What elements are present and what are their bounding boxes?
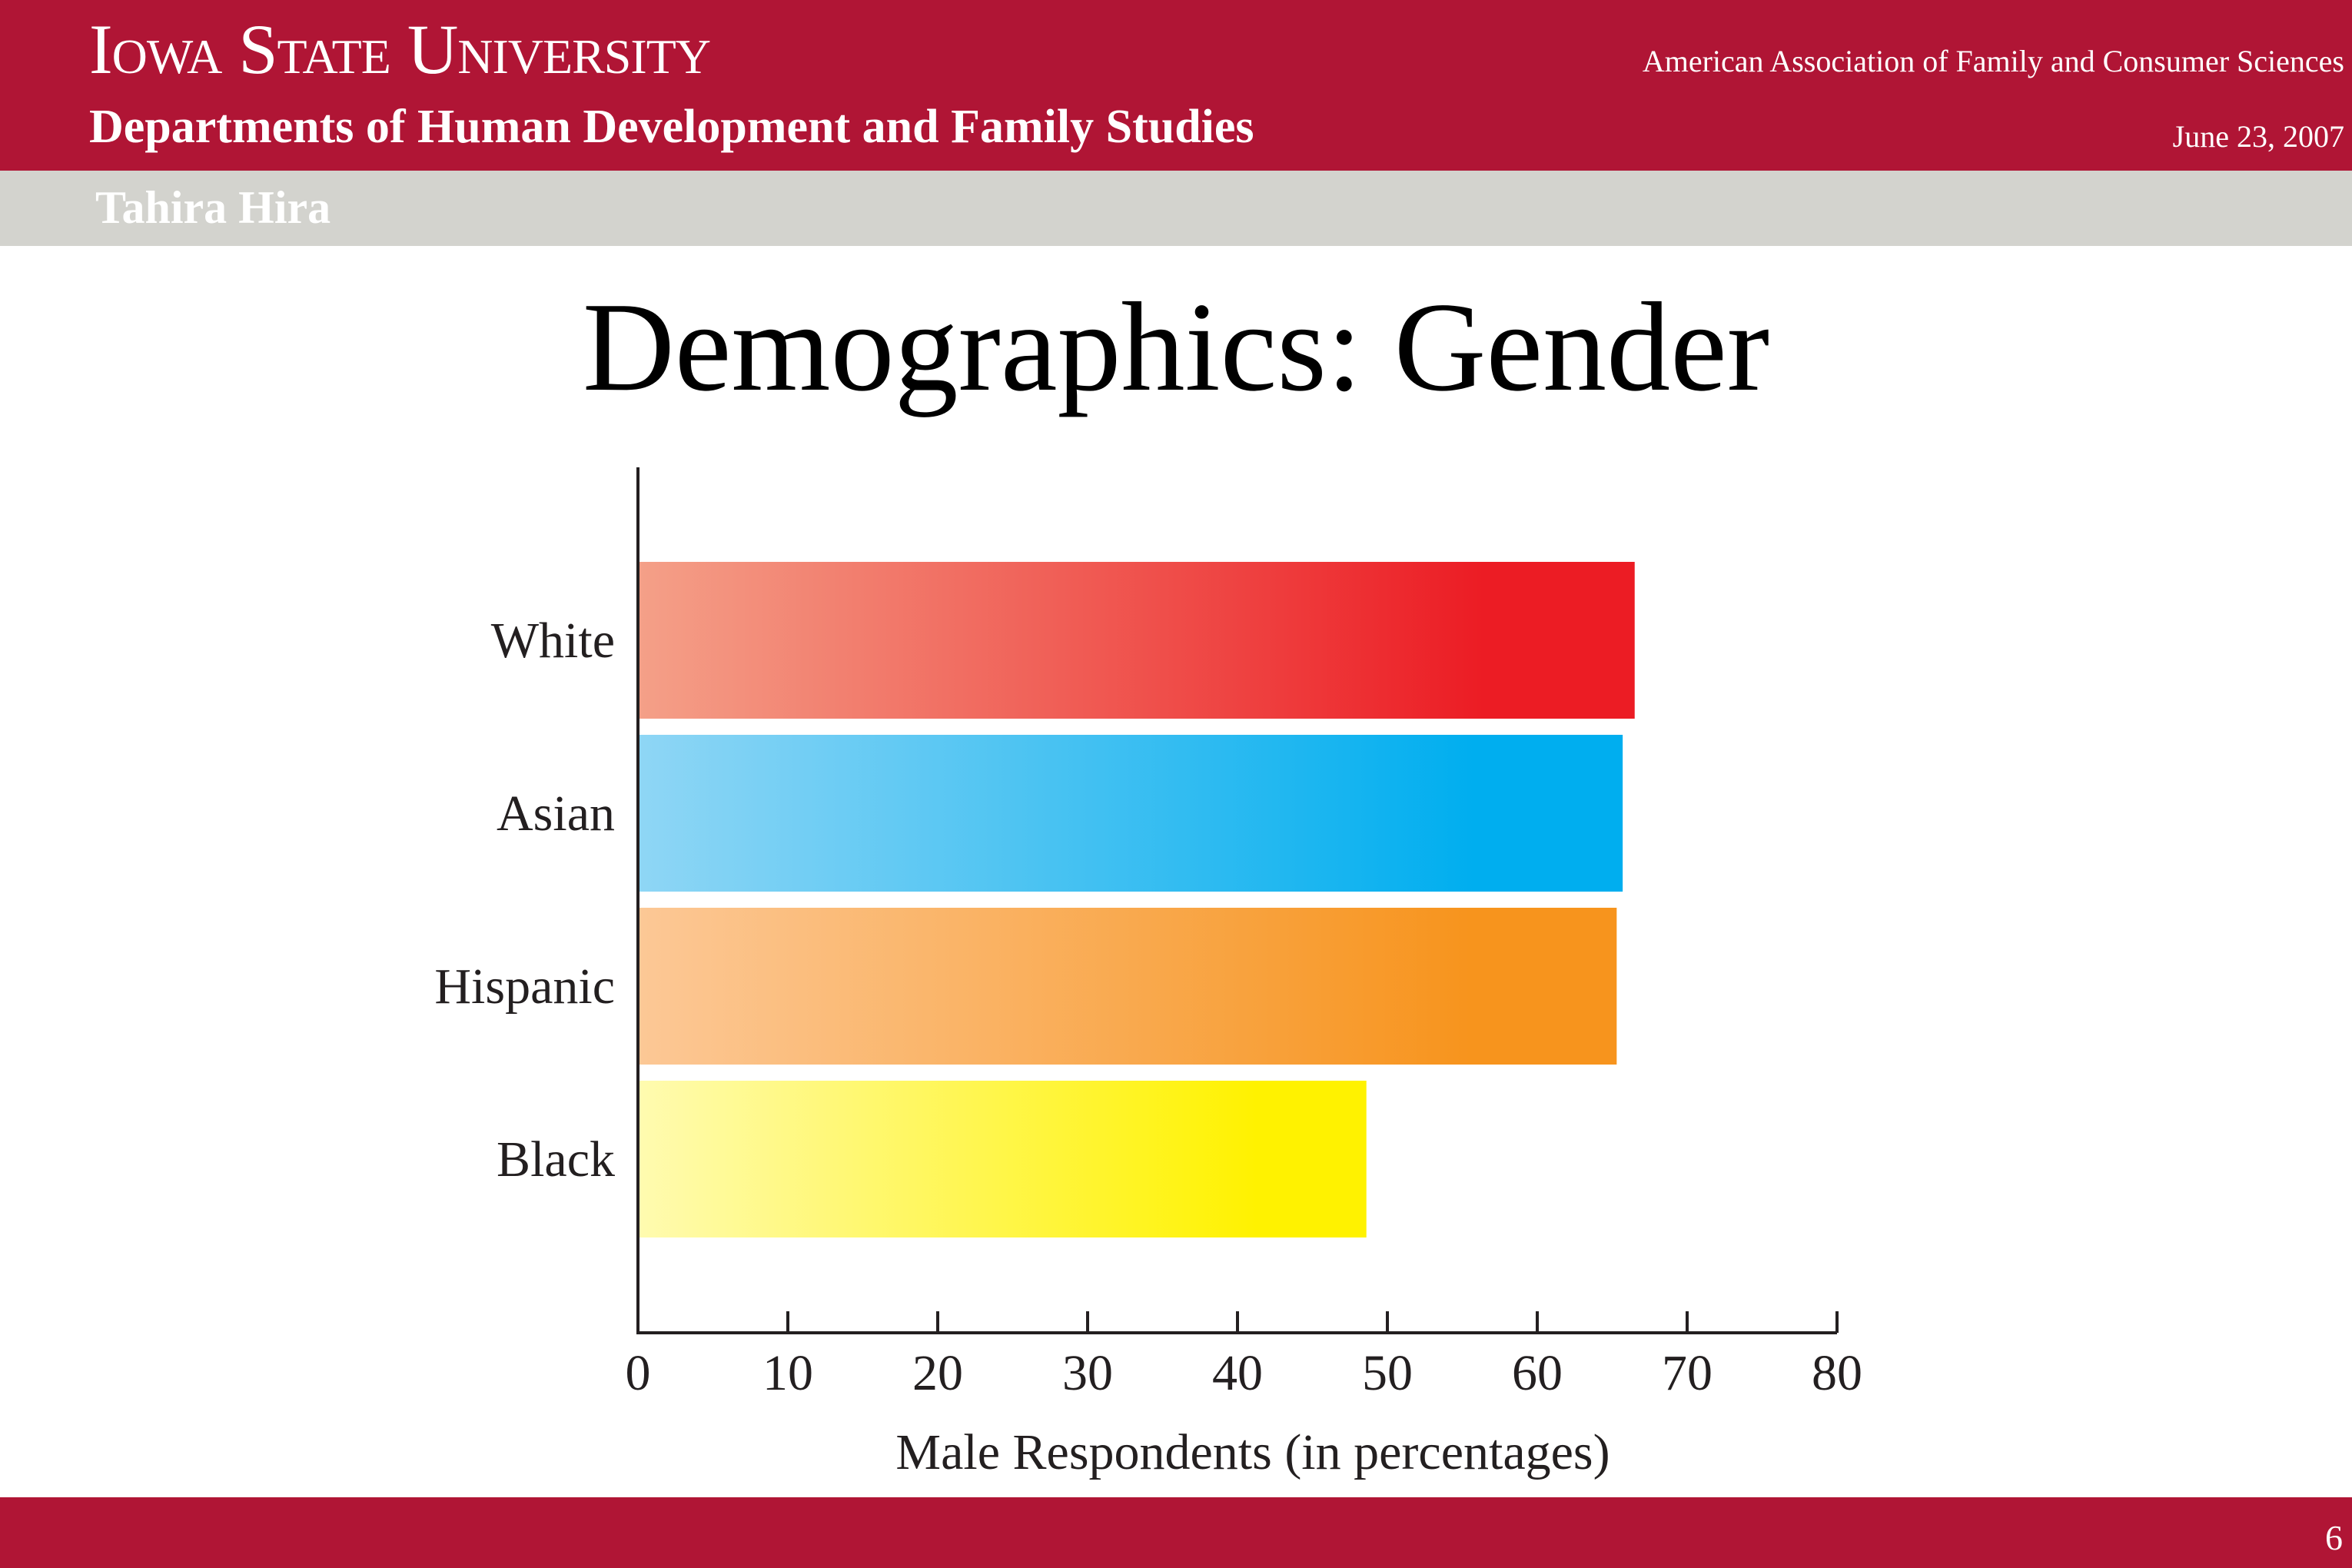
bar-white: [638, 562, 1635, 719]
x-tick-label-40: 40: [1212, 1345, 1263, 1401]
university-name: Iowa State University: [89, 10, 711, 88]
bar-black: [638, 1081, 1367, 1237]
bar-asian: [638, 735, 1623, 892]
x-tick-label-20: 20: [912, 1345, 963, 1401]
x-axis-title: Male Respondents (in percentages): [895, 1424, 1610, 1480]
page-number: 6: [2325, 1518, 2343, 1557]
slide-title: Demographics: Gender: [582, 276, 1770, 417]
author-name: Tahira Hira: [95, 182, 331, 233]
x-tick-label-50: 50: [1362, 1345, 1413, 1401]
category-label-asian: Asian: [497, 786, 615, 842]
x-tick-label-0: 0: [626, 1345, 651, 1401]
x-tick-label-10: 10: [762, 1345, 813, 1401]
conference-name: American Association of Family and Consu…: [1642, 44, 2344, 78]
category-label-hispanic: Hispanic: [434, 958, 615, 1015]
category-label-black: Black: [497, 1131, 615, 1188]
bar-hispanic: [638, 908, 1617, 1065]
footer-bar: 6: [0, 1497, 2352, 1568]
header-bar: Iowa State University Departments of Hum…: [0, 0, 2352, 171]
category-label-white: White: [491, 613, 615, 669]
department-name: Departments of Human Development and Fam…: [89, 101, 1254, 153]
x-tick-label-70: 70: [1662, 1345, 1713, 1401]
x-tick-label-80: 80: [1812, 1345, 1862, 1401]
x-tick-label-30: 30: [1062, 1345, 1113, 1401]
author-bar: Tahira Hira: [0, 171, 2352, 246]
conference-date: June 23, 2007: [2172, 119, 2344, 154]
x-tick-label-60: 60: [1512, 1345, 1563, 1401]
